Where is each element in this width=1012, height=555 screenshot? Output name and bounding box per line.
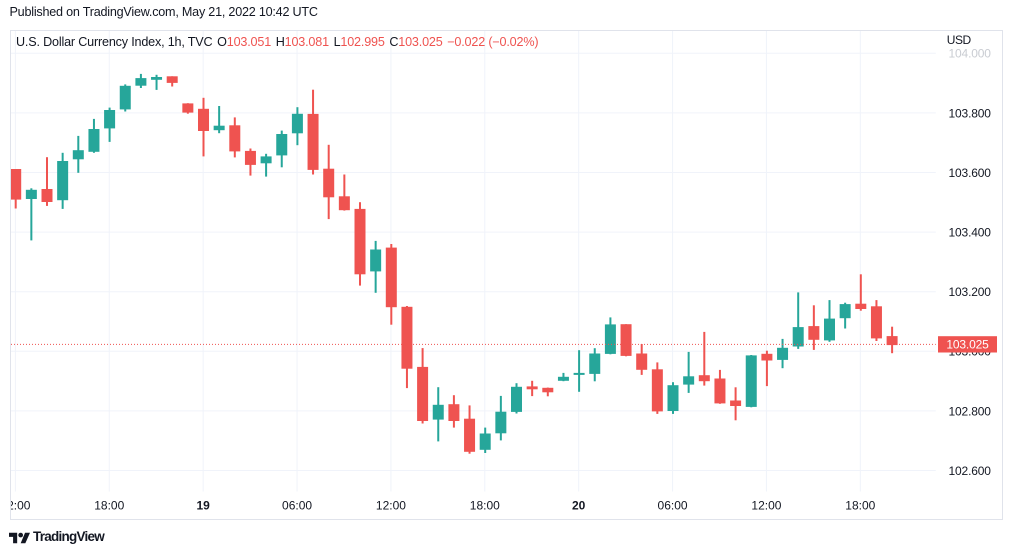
svg-text:102.800: 102.800 (949, 404, 992, 418)
svg-text:USD: USD (947, 33, 972, 47)
svg-text:103.600: 103.600 (949, 166, 992, 180)
svg-text:20: 20 (572, 499, 586, 513)
svg-text:102.600: 102.600 (949, 464, 992, 478)
svg-text:12:00: 12:00 (11, 499, 31, 513)
svg-text:103.200: 103.200 (949, 285, 992, 299)
svg-text:06:00: 06:00 (282, 499, 312, 513)
svg-text:104.000: 104.000 (949, 47, 992, 61)
svg-text:103.025: 103.025 (946, 338, 989, 352)
svg-text:103.800: 103.800 (949, 106, 992, 120)
svg-text:06:00: 06:00 (658, 499, 688, 513)
svg-text:103.400: 103.400 (949, 226, 992, 240)
svg-text:18:00: 18:00 (94, 499, 124, 513)
svg-text:18:00: 18:00 (470, 499, 500, 513)
svg-text:19: 19 (196, 499, 210, 513)
svg-text:18:00: 18:00 (845, 499, 875, 513)
svg-text:12:00: 12:00 (751, 499, 781, 513)
svg-text:12:00: 12:00 (376, 499, 406, 513)
